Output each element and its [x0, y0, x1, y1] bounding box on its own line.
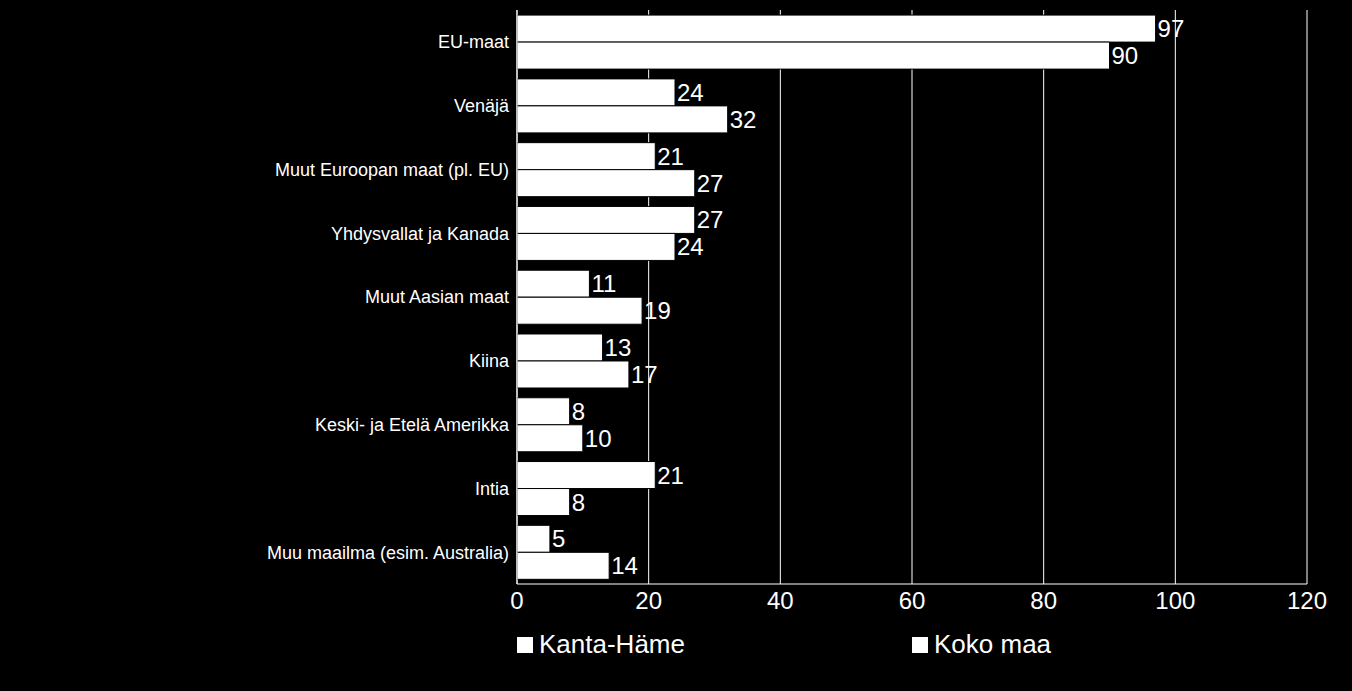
svg-text:8: 8	[572, 398, 585, 425]
svg-text:8: 8	[572, 489, 585, 516]
svg-text:27: 27	[697, 170, 724, 197]
svg-text:17: 17	[631, 361, 658, 388]
svg-text:13: 13	[605, 334, 632, 361]
svg-text:21: 21	[657, 143, 684, 170]
svg-text:Venäjä: Venäjä	[454, 96, 510, 116]
svg-text:21: 21	[657, 462, 684, 489]
svg-text:Muut Euroopan maat (pl. EU): Muut Euroopan maat (pl. EU)	[275, 160, 509, 180]
svg-text:Kiina: Kiina	[469, 351, 510, 371]
svg-text:14: 14	[611, 552, 638, 579]
svg-text:24: 24	[677, 79, 704, 106]
svg-text:120: 120	[1287, 587, 1327, 614]
svg-text:19: 19	[644, 297, 671, 324]
svg-text:Yhdysvallat ja Kanada: Yhdysvallat ja Kanada	[331, 224, 510, 244]
svg-text:32: 32	[730, 106, 757, 133]
svg-text:20: 20	[635, 587, 662, 614]
svg-text:97: 97	[1158, 15, 1185, 42]
svg-text:90: 90	[1112, 42, 1139, 69]
svg-text:Muu maailma (esim. Australia): Muu maailma (esim. Australia)	[267, 543, 509, 563]
svg-text:60: 60	[899, 587, 926, 614]
svg-text:40: 40	[767, 587, 794, 614]
svg-text:0: 0	[510, 587, 523, 614]
svg-text:Muut Aasian maat: Muut Aasian maat	[365, 287, 509, 307]
svg-text:100: 100	[1155, 587, 1195, 614]
html-text:Koko maa: Koko maa	[934, 629, 1052, 659]
svg-text:Intia: Intia	[475, 479, 510, 499]
svg-text:EU-maat: EU-maat	[438, 32, 509, 52]
svg-text:Keski- ja Etelä Amerikka: Keski- ja Etelä Amerikka	[315, 415, 510, 435]
html-text:Kanta-Häme: Kanta-Häme	[539, 629, 685, 659]
svg-text:24: 24	[677, 233, 704, 260]
svg-text:11: 11	[591, 270, 616, 297]
svg-text:5: 5	[552, 525, 565, 552]
svg-text:80: 80	[1030, 587, 1057, 614]
svg-text:10: 10	[585, 425, 612, 452]
svg-text:27: 27	[697, 206, 724, 233]
